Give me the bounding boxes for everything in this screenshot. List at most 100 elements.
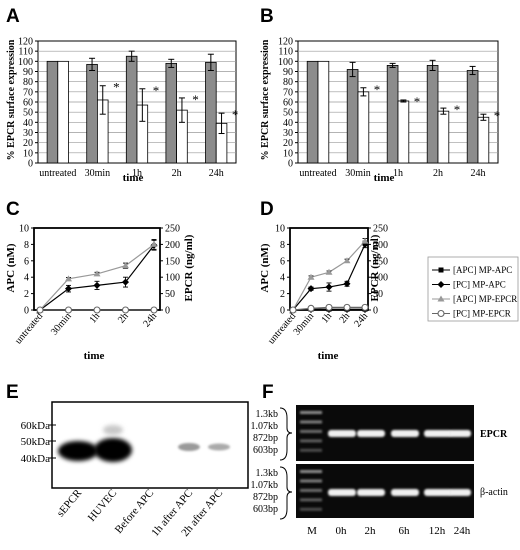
ladder-band bbox=[300, 448, 322, 452]
marker-diamond bbox=[122, 278, 129, 286]
gel-row-label-epcr: EPCR bbox=[480, 429, 508, 440]
legend: [APC] MP-APC [PC] MP-APC [APC] MP-EPCR [PC]… bbox=[427, 256, 519, 322]
marker-circle bbox=[289, 306, 297, 314]
band-2h-after bbox=[208, 443, 230, 451]
size-marker-label: 1.3kb bbox=[256, 409, 279, 420]
marker-triangle bbox=[361, 237, 369, 244]
marker-circle bbox=[93, 306, 101, 314]
y-tick-label: 50 bbox=[23, 108, 33, 119]
right-tick-label: 50 bbox=[165, 289, 175, 300]
significance-star: * bbox=[113, 80, 120, 95]
bar-chart-b: % EPCR surface expression time 010203040… bbox=[260, 37, 500, 185]
series-line bbox=[39, 244, 155, 311]
marker-circle bbox=[437, 309, 445, 318]
gel-row-label-beta-actin: β-actin bbox=[480, 487, 508, 498]
gel-lane-label: M bbox=[307, 525, 317, 537]
ladder-band bbox=[300, 507, 322, 511]
marker-circle bbox=[307, 304, 315, 312]
gel-band bbox=[328, 489, 356, 496]
bracket-beta-actin bbox=[279, 466, 293, 520]
y-tick-label: 60 bbox=[283, 98, 293, 109]
right-axis-label-c: EPCR (ng/ml) bbox=[183, 234, 195, 301]
ladder-band bbox=[300, 479, 322, 483]
left-tick-label: 0 bbox=[24, 306, 29, 317]
right-tick-label: 150 bbox=[165, 256, 180, 267]
line-chart-c: APC (nM) EPCR (ng/ml) time 0246810050100… bbox=[5, 224, 195, 363]
y-tick-label: 30 bbox=[23, 128, 33, 139]
left-tick-label: 6 bbox=[24, 256, 29, 267]
gel-band bbox=[424, 489, 452, 496]
size-marker-label: 1.3kb bbox=[256, 468, 279, 479]
gel-band bbox=[449, 489, 471, 496]
marker-diamond bbox=[93, 281, 101, 289]
x-axis-label-b: time bbox=[374, 172, 395, 184]
mw-marker-label: 40kDa bbox=[21, 453, 50, 465]
y-tick-label: 0 bbox=[288, 159, 293, 170]
right-tick-label: 250 bbox=[373, 224, 388, 235]
gel-lane-label: 12h bbox=[429, 525, 446, 537]
bar bbox=[86, 63, 98, 164]
y-tick-label: 110 bbox=[18, 47, 33, 58]
gel-band bbox=[328, 430, 356, 437]
ladder-band bbox=[300, 420, 322, 424]
series-line bbox=[39, 243, 155, 311]
left-tick-label: 10 bbox=[275, 224, 285, 235]
bar bbox=[466, 70, 479, 164]
marker-circle bbox=[361, 303, 369, 311]
lane-label: Before APC bbox=[113, 487, 157, 536]
bar bbox=[397, 100, 410, 164]
category-label: 24h bbox=[209, 168, 224, 179]
y-tick-label: 40 bbox=[23, 118, 33, 129]
gel-band bbox=[391, 430, 419, 437]
left-tick-label: 2 bbox=[280, 289, 285, 300]
y-axis-label-b: % EPCR surface expression bbox=[260, 39, 271, 160]
ladder-band bbox=[300, 470, 322, 473]
marker-triangle bbox=[307, 273, 315, 280]
gel-lane-label: 0h bbox=[336, 525, 348, 537]
panel-label-b: B bbox=[260, 6, 274, 27]
category-label: 24h bbox=[471, 168, 486, 179]
left-tick-label: 8 bbox=[24, 240, 29, 251]
legend-entry: [PC] MP-EPCR bbox=[453, 309, 511, 319]
significance-star: * bbox=[454, 102, 461, 117]
significance-star: * bbox=[232, 107, 239, 122]
right-tick-label: 100 bbox=[373, 273, 388, 284]
panel-label-e: E bbox=[6, 382, 19, 403]
lane-label: HUVEC bbox=[86, 487, 120, 524]
size-marker-label: 1.07kb bbox=[251, 421, 279, 432]
x-tick-label: 1h bbox=[87, 311, 102, 326]
category-label: 1h bbox=[132, 168, 142, 179]
bar bbox=[346, 69, 359, 164]
bar bbox=[386, 65, 399, 164]
marker-diamond bbox=[325, 283, 333, 291]
significance-star: * bbox=[153, 83, 160, 98]
gel-band bbox=[391, 489, 419, 496]
significance-star: * bbox=[192, 92, 199, 107]
marker-diamond bbox=[437, 281, 445, 288]
size-marker-label: 872bp bbox=[253, 433, 278, 444]
gel-lane-label: 6h bbox=[399, 525, 411, 537]
panel-label-a: A bbox=[6, 6, 20, 27]
series-line bbox=[292, 240, 366, 311]
y-tick-label: 120 bbox=[18, 37, 33, 48]
left-tick-label: 6 bbox=[280, 256, 285, 267]
legend-entry: [PC] MP-APC bbox=[453, 280, 506, 290]
y-tick-label: 50 bbox=[283, 108, 293, 119]
size-marker-label: 1.07kb bbox=[251, 480, 279, 491]
panel-label-d: D bbox=[260, 199, 274, 220]
size-marker-label: 603bp bbox=[253, 504, 278, 515]
right-tick-label: 0 bbox=[165, 306, 170, 317]
agarose-gel-f: EPCR β-actin 1.3kb1.07kb872bp603bp1.3kb1… bbox=[251, 405, 508, 537]
y-tick-label: 90 bbox=[283, 67, 293, 78]
right-tick-label: 250 bbox=[165, 224, 180, 235]
right-tick-label: 50 bbox=[373, 289, 383, 300]
gel-lane-label: 2h bbox=[365, 525, 377, 537]
right-tick-label: 200 bbox=[165, 240, 180, 251]
band-sepcr bbox=[58, 441, 98, 461]
gel-band bbox=[449, 430, 471, 437]
x-tick-label: 30min bbox=[49, 311, 74, 338]
marker-triangle bbox=[65, 275, 72, 282]
bar bbox=[357, 91, 370, 164]
gel-band bbox=[357, 489, 385, 496]
